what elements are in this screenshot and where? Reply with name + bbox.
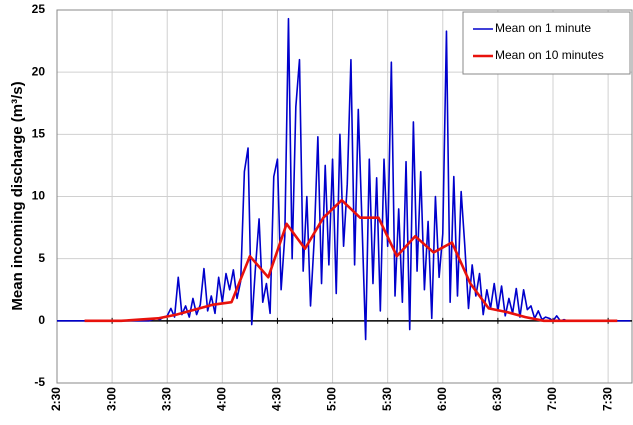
x-tick-label: 4:30: [270, 387, 284, 411]
y-tick-label: 0: [38, 313, 45, 327]
x-tick-label: 7:00: [545, 387, 559, 411]
x-tick-label: 3:00: [104, 387, 118, 411]
y-tick-label: 10: [32, 189, 46, 203]
x-tick-label: 4:00: [215, 387, 229, 411]
y-tick-label: 5: [38, 251, 45, 265]
x-tick-label: 2:30: [49, 387, 63, 411]
y-axis-label: Mean incoming discharge (m³/s): [9, 81, 26, 310]
y-tick-label: 25: [32, 2, 46, 16]
y-tick-label: 20: [32, 64, 46, 78]
y-tick-label: 15: [32, 127, 46, 141]
series-line: [57, 17, 631, 341]
x-tick-label: 6:30: [490, 387, 504, 411]
legend-label: Mean on 10 minutes: [495, 48, 604, 62]
y-tick-label: -5: [34, 375, 45, 389]
legend-box: [462, 11, 631, 75]
x-tick-label: 5:30: [380, 387, 394, 411]
legend-label: Mean on 1 minute: [495, 21, 591, 35]
plot-border: [56, 9, 633, 384]
x-tick-label: 3:30: [159, 387, 173, 411]
series-line: [84, 198, 618, 323]
x-tick-label: 5:00: [325, 387, 339, 411]
x-tick-label: 7:30: [600, 387, 614, 411]
x-tick-label: 6:00: [435, 387, 449, 411]
